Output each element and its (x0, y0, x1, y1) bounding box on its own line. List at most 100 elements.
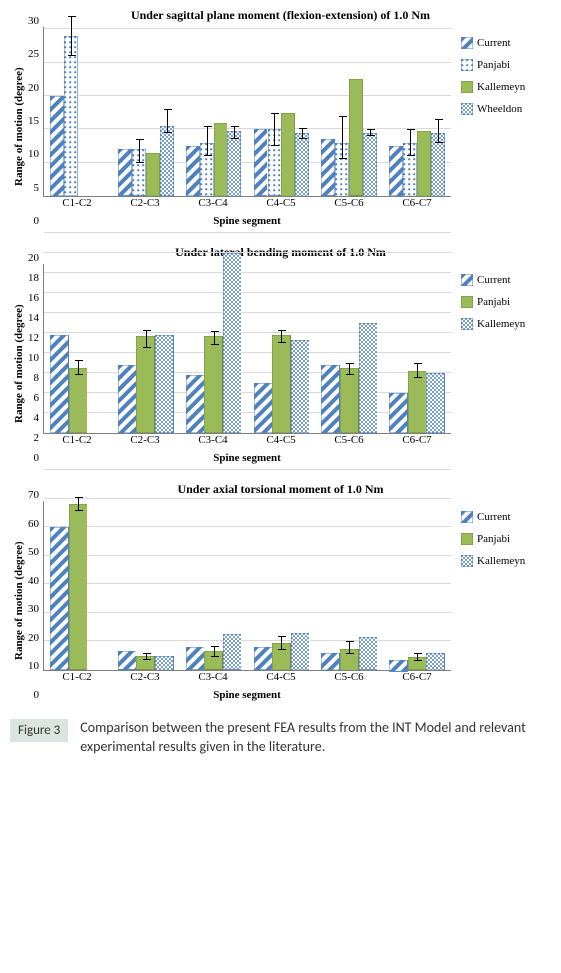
bar (50, 335, 69, 433)
error-bar (214, 331, 215, 345)
bar (291, 633, 310, 670)
y-axis-label: Range of motion (degree) (10, 501, 28, 701)
x-tick: C1-C2 (62, 434, 91, 446)
bar (321, 653, 340, 670)
x-tick: C5-C6 (334, 671, 363, 683)
bar (186, 146, 200, 196)
error-bar (349, 641, 350, 654)
bar (204, 336, 223, 433)
gridline (44, 372, 451, 373)
gridline (44, 272, 451, 273)
x-tick: C4-C5 (266, 434, 295, 446)
bar (155, 335, 174, 433)
gridline (44, 232, 451, 233)
x-axis-label: Spine segment (43, 452, 451, 464)
error-bar (302, 128, 303, 139)
x-tick: C3-C4 (198, 197, 227, 209)
gridline (44, 498, 451, 499)
bar (146, 153, 160, 196)
legend-label: Kallemeyn (477, 318, 525, 330)
x-tick: C5-C6 (334, 197, 363, 209)
bar (321, 365, 340, 433)
error-bar (274, 113, 275, 146)
bar (118, 365, 137, 433)
legend-swatch (461, 81, 473, 93)
y-ticks: 302520151050 (28, 27, 43, 227)
bar (426, 653, 445, 670)
x-ticks: C1-C2C2-C3C3-C4C4-C5C5-C6C6-C7 (43, 434, 451, 450)
x-tick: C1-C2 (62, 197, 91, 209)
bar (254, 383, 273, 433)
chart-title: Under axial torsional moment of 1.0 Nm (10, 482, 551, 497)
legend-item: Panjabi (461, 296, 551, 308)
error-bar (410, 129, 411, 156)
error-bar (342, 116, 343, 159)
bar (340, 368, 359, 433)
legend-label: Kallemeyn (477, 555, 525, 567)
gridline (44, 95, 451, 96)
gridline (44, 312, 451, 313)
error-bar (349, 363, 350, 375)
bar (408, 371, 427, 433)
error-bar (78, 360, 79, 375)
x-axis-label: Spine segment (43, 215, 451, 227)
bar (426, 373, 445, 433)
legend-swatch (461, 555, 473, 567)
bar (389, 393, 408, 433)
legend-swatch (461, 533, 473, 545)
legend-item: Panjabi (461, 533, 551, 545)
bar (272, 335, 291, 433)
gridline (44, 28, 451, 29)
bar (389, 659, 408, 670)
error-bar (207, 126, 208, 156)
figure-caption: Comparison between the present FEA resul… (80, 719, 551, 757)
legend-swatch (461, 274, 473, 286)
x-ticks: C1-C2C2-C3C3-C4C4-C5C5-C6C6-C7 (43, 671, 451, 687)
legend-swatch (461, 296, 473, 308)
figure-badge: Figure 3 (10, 719, 68, 742)
error-bar (234, 126, 235, 139)
legend-swatch (461, 59, 473, 71)
legend-label: Panjabi (477, 59, 510, 71)
legend-item: Panjabi (461, 59, 551, 71)
bar (389, 146, 403, 196)
gridline (44, 62, 451, 63)
legend-item: Wheeldon (461, 103, 551, 115)
gridline (44, 292, 451, 293)
error-bar (146, 653, 147, 660)
y-axis-label: Range of motion (degree) (10, 264, 28, 464)
chart-lateral: Under lateral bending moment of 1.0 NmRa… (10, 245, 551, 464)
x-tick: C2-C3 (130, 434, 159, 446)
legend-label: Current (477, 511, 511, 523)
bar (363, 133, 377, 196)
gridline (44, 526, 451, 527)
gridline (44, 469, 451, 470)
plot-area (43, 501, 451, 671)
bar (281, 113, 295, 196)
bar (223, 634, 242, 670)
gridline (44, 640, 451, 641)
bar (118, 149, 132, 196)
legend-label: Panjabi (477, 533, 510, 545)
bar (359, 637, 378, 670)
legend-item: Current (461, 511, 551, 523)
figure-caption-row: Figure 3 Comparison between the present F… (10, 719, 551, 757)
x-tick: C2-C3 (130, 671, 159, 683)
x-tick: C5-C6 (334, 434, 363, 446)
x-tick: C6-C7 (402, 434, 431, 446)
plot-area (43, 264, 451, 434)
legend-label: Current (477, 274, 511, 286)
bar (69, 368, 88, 433)
legend-label: Panjabi (477, 296, 510, 308)
error-bar (214, 646, 215, 657)
x-tick: C6-C7 (402, 197, 431, 209)
error-bar (146, 330, 147, 348)
error-bar (139, 139, 140, 162)
bar (155, 656, 174, 670)
bar (417, 131, 431, 196)
error-bar (417, 653, 418, 662)
legend: CurrentPanjabiKallemeynWheeldon (451, 27, 551, 227)
legend-label: Current (477, 37, 511, 49)
error-bar (438, 119, 439, 142)
error-bar (78, 497, 79, 511)
